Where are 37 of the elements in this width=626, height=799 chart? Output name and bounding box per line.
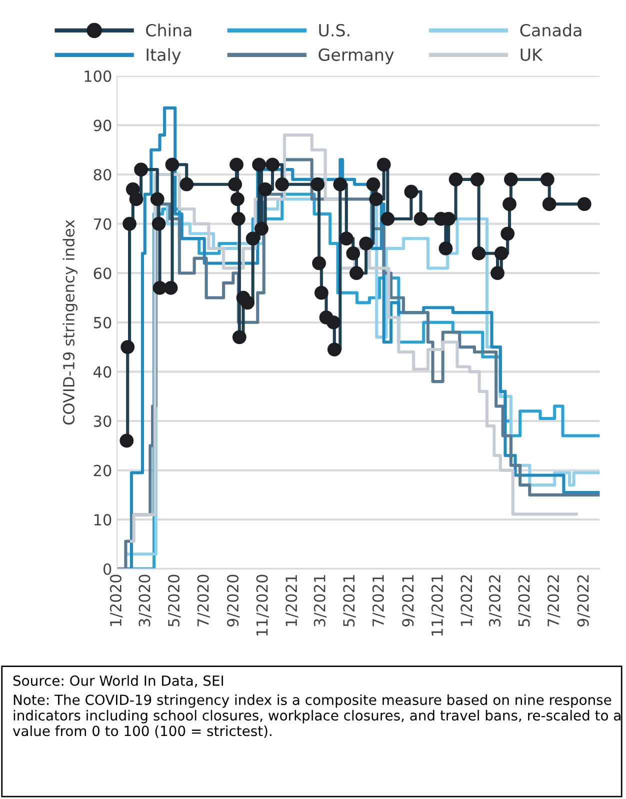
y-tick-label: 40 [94, 366, 112, 378]
y-tick-label: 70 [94, 218, 112, 230]
y-tick-label: 90 [94, 120, 112, 132]
y-tick-label: 30 [94, 415, 112, 428]
text: Note: The COVID-19 stringency index is a composite measure based on nine response indicators including school closures, workplace closures, and travel bans, re-scaled to a value from 0 to 100 (100 = strictest). [12, 694, 620, 738]
legend-label: Italy [146, 48, 181, 64]
x-tick-label: 1/2020 [110, 574, 123, 626]
y-tick-label: 100 [84, 70, 112, 82]
y-axis-title: COVID-19 stringency index [62, 220, 78, 425]
x-tick-label: 1/2021 [286, 575, 298, 626]
x-tick-label: 5/2022 [518, 575, 531, 626]
x-tick-label: 7/2021 [372, 575, 386, 626]
x-tick-label: 9/2021 [402, 575, 415, 627]
x-tick-label: 5/2021 [343, 575, 356, 626]
y-tick-label: 80 [94, 168, 112, 181]
legend-label: Germany [318, 48, 394, 64]
source-note: Source: Our World In Data, SEI [13, 675, 224, 688]
y-tick-label: 0 [103, 563, 112, 575]
x-tick-label: 9/2020 [227, 574, 240, 627]
x-tick-label: 1/2022 [460, 575, 474, 626]
x-tick-label: 3/2021 [314, 575, 327, 626]
legend-label: Canada [520, 24, 582, 37]
x-tick-label: 11/2020 [256, 574, 270, 636]
x-tick-label: 9/2022 [577, 575, 590, 627]
legend-label: China [146, 24, 192, 37]
y-tick-label: 50 [94, 316, 112, 328]
legend-label: UK [520, 48, 543, 62]
x-tick-label: 5/2020 [168, 574, 181, 626]
legend-label: U.S. [319, 24, 350, 37]
x-tick-label: 3/2020 [138, 574, 152, 626]
x-tick-label: 7/2022 [547, 575, 560, 626]
y-tick-label: 20 [94, 464, 112, 476]
y-tick-label: 10 [94, 514, 112, 526]
y-tick-label: 60 [94, 268, 112, 280]
x-tick-label: 11/2021 [431, 575, 444, 636]
x-tick-label: 7/2020 [197, 574, 210, 626]
x-tick-label: 3/2022 [488, 575, 502, 626]
